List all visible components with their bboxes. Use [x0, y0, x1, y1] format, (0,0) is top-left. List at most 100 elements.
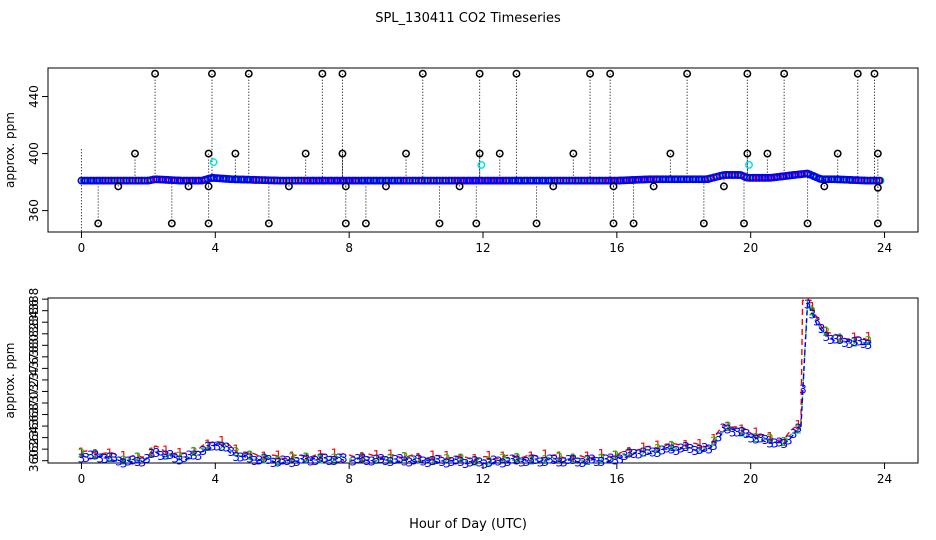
- series-marker: 1: [851, 331, 859, 345]
- outlier-point: [512, 69, 521, 78]
- series-marker: 1: [359, 450, 367, 464]
- series-marker: 3: [818, 322, 826, 336]
- series-marker: 2: [274, 454, 282, 468]
- series-marker: 3: [673, 444, 681, 458]
- series-marker: 3: [270, 456, 278, 470]
- series-marker: 3: [242, 449, 250, 463]
- series-marker: 3: [762, 433, 770, 447]
- outlier-point: [629, 219, 638, 228]
- outlier-point: [264, 219, 273, 228]
- outlier-point: [586, 69, 595, 78]
- outlier-point: [244, 69, 253, 78]
- series-marker: 3: [640, 445, 648, 459]
- series-marker: 1: [513, 451, 521, 465]
- series-marker: 3: [387, 455, 395, 469]
- series-marker: 1: [232, 443, 240, 457]
- series-marker: 2: [851, 336, 859, 350]
- y-tick-label: 374: [27, 368, 41, 391]
- x-tick-label: 4: [211, 472, 219, 486]
- series-marker: 3: [368, 455, 376, 469]
- series-marker: 3: [532, 453, 540, 467]
- outlier-point: [495, 149, 504, 158]
- series-marker: 1: [640, 440, 648, 454]
- series-marker: 3: [495, 454, 503, 468]
- series-marker: 3: [406, 456, 414, 470]
- y-tick-label: 380: [27, 334, 41, 357]
- series-marker: 3: [303, 452, 311, 466]
- series-marker: 3: [176, 454, 184, 468]
- outlier-point: [853, 69, 862, 78]
- series-marker: 2: [176, 449, 184, 463]
- bottom-panel: 0 4 8 12 16 20 2436036236436636837037237437637…: [3, 288, 919, 486]
- series-marker: 2: [513, 451, 521, 465]
- outlier-point: [361, 219, 370, 228]
- outlier-point: [803, 219, 812, 228]
- series-marker: 2: [331, 451, 339, 465]
- series-marker: 1: [218, 434, 226, 448]
- outlier-point: [318, 69, 327, 78]
- series-marker: 3: [743, 427, 751, 441]
- series-marker: 1: [176, 446, 184, 460]
- x-tick-label: 24: [877, 472, 892, 486]
- series-marker: 3: [392, 453, 400, 467]
- series-marker: 2: [626, 446, 634, 460]
- series-marker: 2: [584, 454, 592, 468]
- outlier-point: [833, 149, 842, 158]
- series-marker: 2: [120, 453, 128, 467]
- outlier-point: [418, 69, 427, 78]
- series-marker: 3: [331, 454, 339, 468]
- outlier-point: [740, 219, 748, 228]
- series-marker: 1: [92, 447, 100, 461]
- series-marker: 3: [92, 449, 100, 463]
- series-marker: 3: [612, 453, 620, 467]
- outlier-point: [301, 149, 310, 158]
- series-marker: 2: [303, 451, 311, 465]
- y-tick-label: 386: [27, 299, 41, 322]
- series-marker: 2: [527, 453, 535, 467]
- series-marker: 3: [443, 457, 451, 471]
- outlier-point: [114, 182, 123, 191]
- series-marker: 3: [626, 446, 634, 460]
- series-marker: 1: [373, 448, 381, 462]
- series-marker: 3: [696, 443, 704, 457]
- series-marker: 3: [546, 453, 554, 467]
- series-marker: 3: [715, 431, 723, 445]
- series-marker: 3: [649, 445, 657, 459]
- series-marker: 3: [401, 454, 409, 468]
- series-marker: 3: [481, 457, 489, 471]
- series-marker: 1: [654, 438, 662, 452]
- series-marker: 2: [822, 325, 830, 339]
- x-tick-label: 4: [211, 241, 219, 255]
- series-marker: 2: [696, 442, 704, 456]
- series-marker: 3: [841, 336, 849, 350]
- series-marker: 1: [724, 420, 732, 434]
- series-marker: 3: [565, 453, 573, 467]
- outlier-point: [719, 182, 728, 191]
- series-marker: 1: [541, 448, 549, 462]
- series-marker: 3: [748, 431, 756, 445]
- series-marker: 1: [570, 451, 578, 465]
- outlier-point: [606, 69, 615, 78]
- series-marker: 3: [106, 450, 114, 464]
- series-marker: 3: [527, 452, 535, 466]
- outlier-point: [743, 149, 752, 158]
- outlier-point: [569, 149, 578, 158]
- series-marker: 3: [724, 423, 732, 437]
- series-marker: 3: [644, 444, 652, 458]
- outlier-point: [204, 149, 213, 158]
- outlier-point: [435, 219, 444, 228]
- series-marker: 1: [204, 438, 212, 452]
- series-marker: 2: [429, 454, 437, 468]
- x-tick-label: 0: [78, 241, 86, 255]
- series-marker: 3: [668, 443, 676, 457]
- y-tick-label: 382: [27, 322, 41, 345]
- series-marker: 3: [293, 455, 301, 469]
- series-marker: 3: [373, 452, 381, 466]
- series-line: [616, 302, 872, 459]
- series-marker: 3: [865, 338, 873, 352]
- outlier-point: [873, 149, 882, 158]
- series-marker: 1: [148, 445, 156, 459]
- series-marker: 3: [120, 457, 128, 471]
- series-marker: 1: [865, 330, 873, 344]
- series-marker: 1: [401, 450, 409, 464]
